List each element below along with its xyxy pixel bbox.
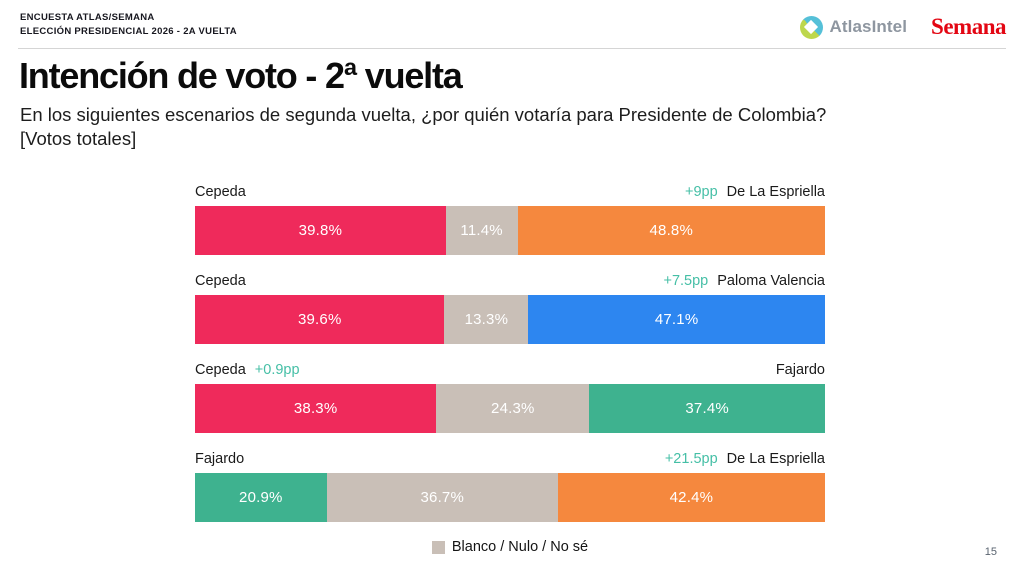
kicker-line-1: ENCUESTA ATLAS/SEMANA <box>20 12 155 23</box>
segment-value: 39.6% <box>297 311 342 328</box>
atlasintel-icon <box>799 15 823 39</box>
atlasintel-diamond-icon <box>803 19 819 35</box>
candidate-name-right: Paloma Valencia <box>717 273 825 289</box>
bar-segment-right: 37.4% <box>589 384 825 433</box>
segment-value: 24.3% <box>491 400 535 417</box>
lead-margin-right: +7.5pp <box>663 273 709 289</box>
bar-segment-right: 47.1% <box>528 295 825 344</box>
scenario-labels: Cepeda +9pp De La Espriella <box>195 183 825 201</box>
segment-value: 48.8% <box>649 222 694 239</box>
left-label-group: Cepeda <box>195 272 246 290</box>
logos: AtlasIntel Semana <box>799 14 1006 40</box>
segment-value: 38.3% <box>293 400 338 417</box>
kicker: ENCUESTA ATLAS/SEMANA ELECCIÓN PRESIDENC… <box>20 11 237 40</box>
subtitle-line-1: En los siguientes escenarios de segunda … <box>20 104 827 125</box>
stacked-bar: 20.9% 36.7% 42.4% <box>195 473 825 522</box>
candidate-name-left: Cepeda <box>195 362 246 378</box>
candidate-name-left: Cepeda <box>195 273 246 289</box>
left-label-group: Cepeda +0.9pp <box>195 361 300 379</box>
scenario-row: Cepeda +0.9pp Fajardo 38.3% 24.3% 37.4% <box>195 361 825 433</box>
kicker-line-2: ELECCIÓN PRESIDENCIAL 2026 - 2a VUELTA <box>20 26 237 38</box>
scenario-row: Cepeda +9pp De La Espriella 39.8% 11.4% 48.8% <box>195 183 825 255</box>
scenario-row: Cepeda +7.5pp Paloma Valencia 39.6% 13.3% 47.… <box>195 272 825 344</box>
stacked-bar: 38.3% 24.3% 37.4% <box>195 384 825 433</box>
legend-swatch <box>431 540 445 554</box>
candidate-name-right: De La Espriella <box>726 184 825 200</box>
right-label-group: +21.5pp De La Espriella <box>665 450 825 468</box>
segment-value: 37.4% <box>685 400 729 417</box>
scenario-row: Fajardo +21.5pp De La Espriella 20.9% 36.7% 4… <box>195 450 825 522</box>
bar-segment-middle: 36.7% <box>326 473 558 522</box>
lead-margin-right: +21.5pp <box>664 451 718 467</box>
segment-value: 47.1% <box>654 311 699 328</box>
bar-segment-left: 20.9% <box>195 473 327 522</box>
bar-segment-left: 39.6% <box>195 295 445 344</box>
segment-value: 20.9% <box>239 489 283 506</box>
right-label-group: +7.5pp Paloma Valencia <box>663 272 825 290</box>
left-label-group: Cepeda <box>195 183 246 201</box>
candidate-name-right: De La Espriella <box>726 451 825 467</box>
candidate-name-left: Cepeda <box>195 184 246 200</box>
chart: Cepeda +9pp De La Espriella 39.8% 11.4% 48.8%… <box>195 183 825 539</box>
atlasintel-logo-text: AtlasIntel <box>829 17 908 36</box>
candidate-name-right: Fajardo <box>775 362 825 378</box>
segment-value: 39.8% <box>298 222 343 239</box>
subtitle: En los siguientes escenarios de segunda … <box>20 103 1004 150</box>
segment-value: 13.3% <box>464 311 509 328</box>
atlasintel-logo: AtlasIntel <box>799 15 908 39</box>
segment-value: 36.7% <box>420 489 465 506</box>
lead-margin-right: +9pp <box>685 184 718 200</box>
bar-segment-right: 42.4% <box>557 473 825 522</box>
lead-margin-left: +0.9pp <box>254 362 300 378</box>
subtitle-line-2: [Votos totales] <box>20 127 137 149</box>
scenario-labels: Fajardo +21.5pp De La Espriella <box>195 450 825 468</box>
candidate-name-left: Fajardo <box>195 451 245 467</box>
header-divider <box>18 48 1006 49</box>
bar-segment-middle: 11.4% <box>445 206 518 255</box>
bar-segment-middle: 24.3% <box>436 384 590 433</box>
bar-segment-left: 38.3% <box>195 384 437 433</box>
legend-label: Blanco / Nulo / No sé <box>451 539 589 555</box>
bar-segment-right: 48.8% <box>517 206 825 255</box>
legend: Blanco / Nulo / No sé <box>195 539 825 555</box>
stacked-bar: 39.8% 11.4% 48.8% <box>195 206 825 255</box>
right-label-group: +9pp De La Espriella <box>685 183 825 201</box>
segment-value: 11.4% <box>460 222 503 239</box>
page-number: 15 <box>984 546 997 558</box>
scenario-labels: Cepeda +0.9pp Fajardo <box>195 361 825 379</box>
header: ENCUESTA ATLAS/SEMANA ELECCIÓN PRESIDENC… <box>20 11 1006 40</box>
stacked-bar: 39.6% 13.3% 47.1% <box>195 295 825 344</box>
segment-value: 42.4% <box>669 489 714 506</box>
page-title: Intención de voto - 2ª vuelta <box>19 55 463 96</box>
left-label-group: Fajardo <box>195 450 244 468</box>
semana-logo: Semana <box>931 14 1006 39</box>
bar-segment-middle: 13.3% <box>444 295 529 344</box>
bar-segment-left: 39.8% <box>195 206 446 255</box>
right-label-group: Fajardo <box>776 361 825 379</box>
scenario-labels: Cepeda +7.5pp Paloma Valencia <box>195 272 825 290</box>
